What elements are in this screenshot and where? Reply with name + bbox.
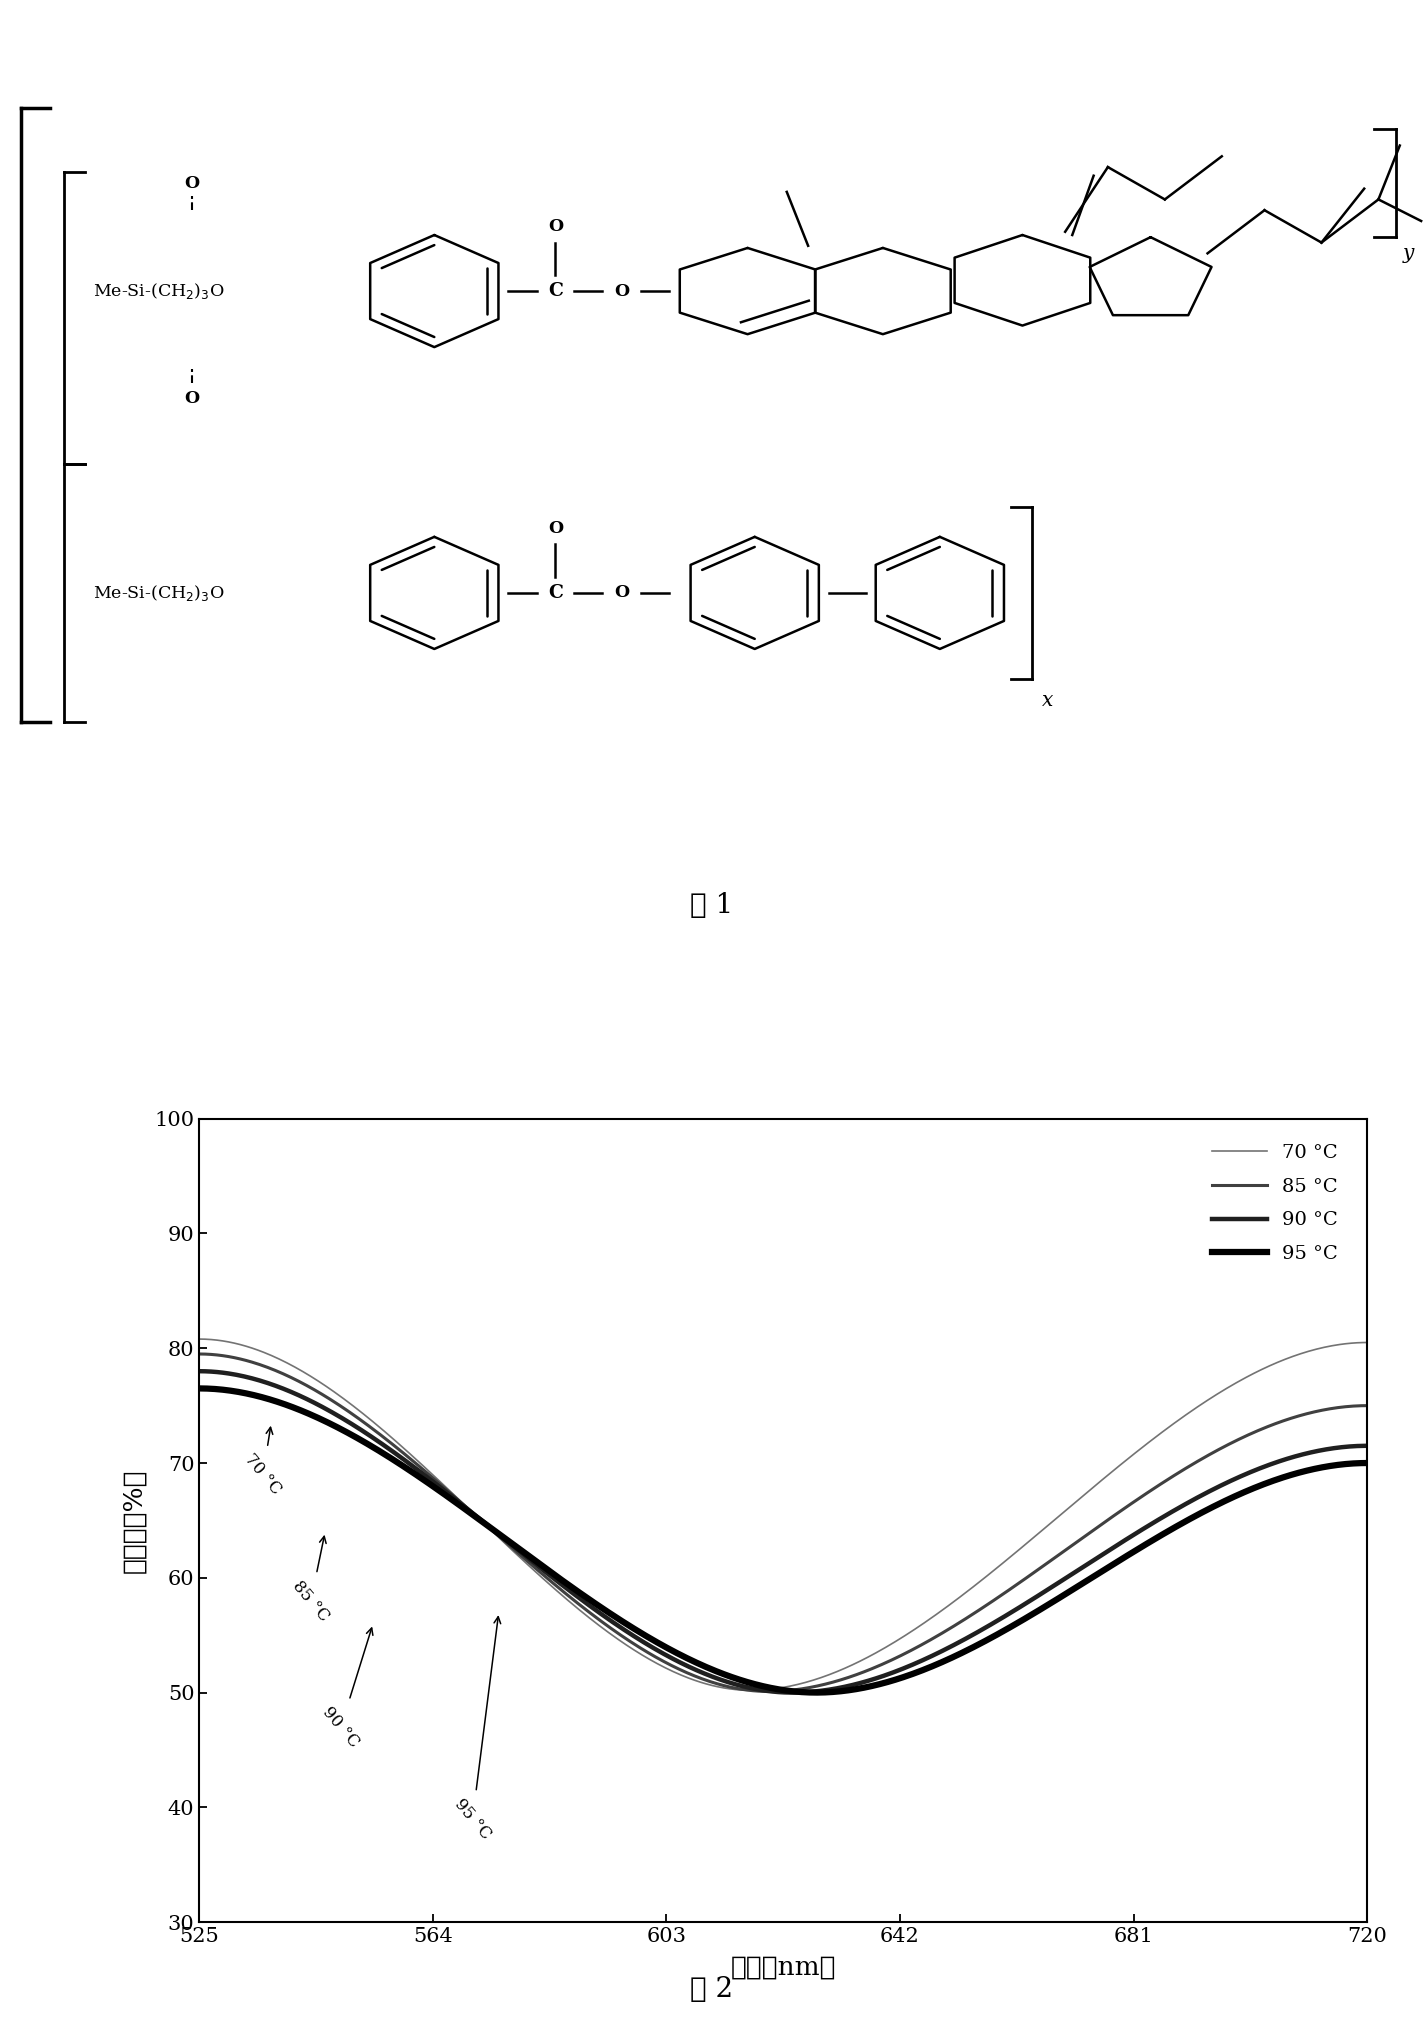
Text: O: O	[615, 283, 629, 299]
Text: 图 1: 图 1	[691, 893, 733, 919]
Text: x: x	[1042, 692, 1054, 710]
Text: C: C	[548, 584, 562, 602]
Text: O: O	[548, 521, 562, 537]
Text: O: O	[185, 391, 199, 407]
Text: Me-Si-(CH$_2$)$_3$O: Me-Si-(CH$_2$)$_3$O	[93, 281, 224, 301]
Text: 85 °C: 85 °C	[289, 1536, 333, 1625]
Text: O: O	[548, 218, 562, 234]
Text: 95 °C: 95 °C	[451, 1617, 501, 1843]
Text: 图 2: 图 2	[691, 1975, 733, 2003]
Text: C: C	[548, 283, 562, 301]
Text: y: y	[1403, 244, 1414, 262]
Text: Me-Si-(CH$_2$)$_3$O: Me-Si-(CH$_2$)$_3$O	[93, 584, 224, 602]
Text: 70 °C: 70 °C	[241, 1428, 285, 1499]
Text: O: O	[185, 175, 199, 191]
Text: O: O	[615, 584, 629, 602]
X-axis label: 波长（nm）: 波长（nm）	[731, 1955, 836, 1979]
Legend: 70 °C, 85 °C, 90 °C, 95 °C: 70 °C, 85 °C, 90 °C, 95 °C	[1205, 1137, 1346, 1271]
Y-axis label: 透过率（%）: 透过率（%）	[121, 1469, 147, 1572]
Text: 90 °C: 90 °C	[319, 1627, 373, 1751]
